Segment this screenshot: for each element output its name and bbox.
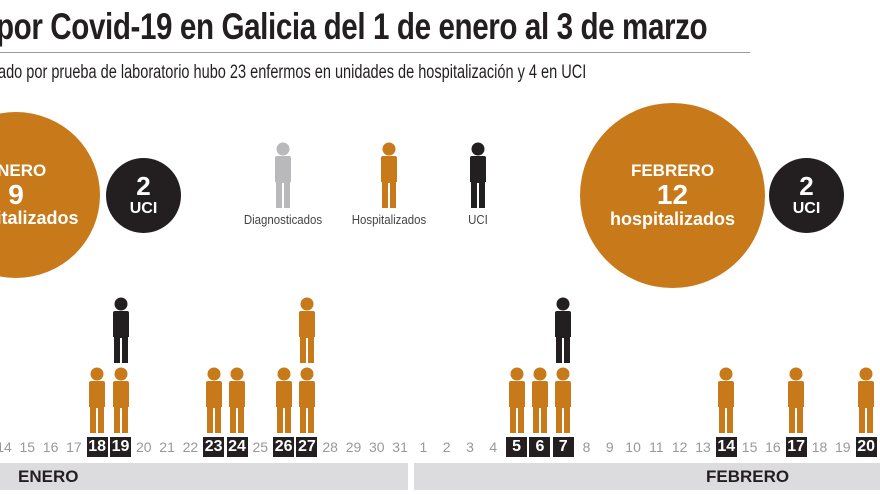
day-label-enero-21: 21 bbox=[159, 439, 175, 455]
enero-count: 9 bbox=[8, 178, 24, 210]
febrero-uci-count: 2 bbox=[799, 171, 814, 202]
day-label-febrero-5: 5 bbox=[506, 437, 528, 457]
hospitalized-person-icon bbox=[205, 367, 222, 433]
day-label-febrero-10: 10 bbox=[625, 439, 641, 455]
hospitalized-person-icon bbox=[555, 367, 572, 433]
febrero-unit: hospitalizados bbox=[609, 208, 735, 229]
day-label-enero-15: 15 bbox=[19, 439, 36, 455]
day-label-enero-17: 17 bbox=[66, 439, 82, 455]
enero-uci-count: 2 bbox=[136, 171, 151, 202]
uci-person-icon bbox=[555, 297, 572, 363]
hospitalized-person-icon bbox=[718, 367, 735, 433]
day-label-febrero-11: 11 bbox=[649, 439, 664, 455]
day-label-febrero-17: 17 bbox=[785, 437, 807, 457]
day-label-enero-27: 27 bbox=[296, 437, 318, 457]
legend-label-hospitalizados: Hospitalizados bbox=[351, 212, 427, 227]
febrero-hospitalized-circle: FEBRERO 12 hospitalizados bbox=[580, 103, 765, 288]
day-label-febrero-18: 18 bbox=[811, 439, 828, 455]
day-label-enero-16: 16 bbox=[42, 439, 59, 455]
febrero-uci-circle: 2 UCI bbox=[769, 158, 844, 233]
day-label-febrero-7: 7 bbox=[552, 437, 574, 457]
month-bar-febrero: FEBRERO bbox=[414, 463, 880, 490]
hospitalized-person-icon bbox=[275, 367, 292, 433]
day-label-enero-19: 19 bbox=[110, 437, 131, 457]
day-label-enero-30: 30 bbox=[369, 439, 385, 455]
enero-month-label: ENERO bbox=[0, 160, 47, 180]
enero-uci-unit: UCI bbox=[129, 199, 158, 217]
day-label-febrero-13: 13 bbox=[695, 439, 711, 455]
day-label-febrero-3: 3 bbox=[466, 439, 474, 455]
month-bar-enero: ENERO bbox=[0, 463, 408, 490]
day-label-enero-31: 31 bbox=[392, 439, 408, 455]
hospitalized-person-icon bbox=[298, 367, 315, 433]
page-title: por Covid-19 en Galicia del 1 de enero a… bbox=[0, 6, 708, 47]
hospitalized-person-icon bbox=[508, 367, 525, 433]
febrero-uci-unit: UCI bbox=[792, 199, 821, 217]
hospitalized-person-icon bbox=[531, 367, 548, 433]
hospitalized-person-icon bbox=[89, 367, 106, 433]
day-label-enero-23: 23 bbox=[203, 437, 225, 457]
day-label-febrero-8: 8 bbox=[582, 439, 591, 455]
day-label-enero-29: 29 bbox=[345, 439, 362, 455]
hospitalized-person-icon bbox=[112, 367, 129, 433]
day-label-enero-20: 20 bbox=[136, 439, 152, 455]
day-label-febrero-16: 16 bbox=[765, 439, 781, 455]
month-label-enero: ENERO bbox=[18, 467, 79, 486]
legend-diagnosticados-person-icon bbox=[275, 142, 291, 208]
febrero-month-label: FEBRERO bbox=[630, 161, 715, 181]
day-label-enero-24: 24 bbox=[226, 437, 248, 457]
day-label-enero-26: 26 bbox=[273, 437, 295, 457]
day-label-febrero-12: 12 bbox=[671, 439, 688, 455]
legend-label-uci: UCI bbox=[468, 212, 488, 227]
subtitle: ado por prueba de laboratorio hubo 23 en… bbox=[0, 62, 587, 83]
day-label-febrero-6: 6 bbox=[529, 437, 551, 457]
day-label-febrero-4: 4 bbox=[489, 439, 498, 455]
hospitalized-person-icon bbox=[858, 367, 875, 433]
hospitalized-person-icon bbox=[229, 367, 245, 433]
uci-person-icon bbox=[112, 297, 129, 363]
divider bbox=[0, 52, 750, 53]
day-label-enero-18: 18 bbox=[86, 437, 108, 457]
enero-hospitalized-circle: ENERO 9 hospitalizados bbox=[0, 112, 100, 278]
legend-hospitalizados-person-icon bbox=[381, 142, 397, 208]
day-label-enero-14: 14 bbox=[0, 439, 12, 455]
day-label-enero-22: 22 bbox=[182, 439, 199, 455]
month-label-febrero: FEBRERO bbox=[706, 467, 790, 486]
day-label-febrero-14: 14 bbox=[715, 437, 737, 457]
day-label-enero-25: 25 bbox=[252, 439, 269, 455]
hospitalized-person-icon bbox=[298, 297, 315, 363]
enero-unit: hospitalizados bbox=[0, 208, 79, 229]
legend-uci-person-icon bbox=[470, 142, 486, 208]
hospitalized-person-icon bbox=[788, 367, 805, 433]
legend-label-diagnosticados: Diagnosticados bbox=[243, 212, 323, 227]
day-label-febrero-2: 2 bbox=[442, 439, 451, 455]
day-label-febrero-1: 1 bbox=[419, 439, 428, 455]
day-label-febrero-20: 20 bbox=[855, 437, 877, 457]
febrero-count: 12 bbox=[656, 179, 689, 211]
enero-uci-circle: 2 UCI bbox=[106, 158, 181, 233]
day-label-febrero-15: 15 bbox=[741, 439, 758, 455]
day-label-enero-28: 28 bbox=[322, 439, 338, 455]
day-label-febrero-9: 9 bbox=[605, 439, 614, 455]
day-label-febrero-19: 19 bbox=[835, 439, 851, 455]
